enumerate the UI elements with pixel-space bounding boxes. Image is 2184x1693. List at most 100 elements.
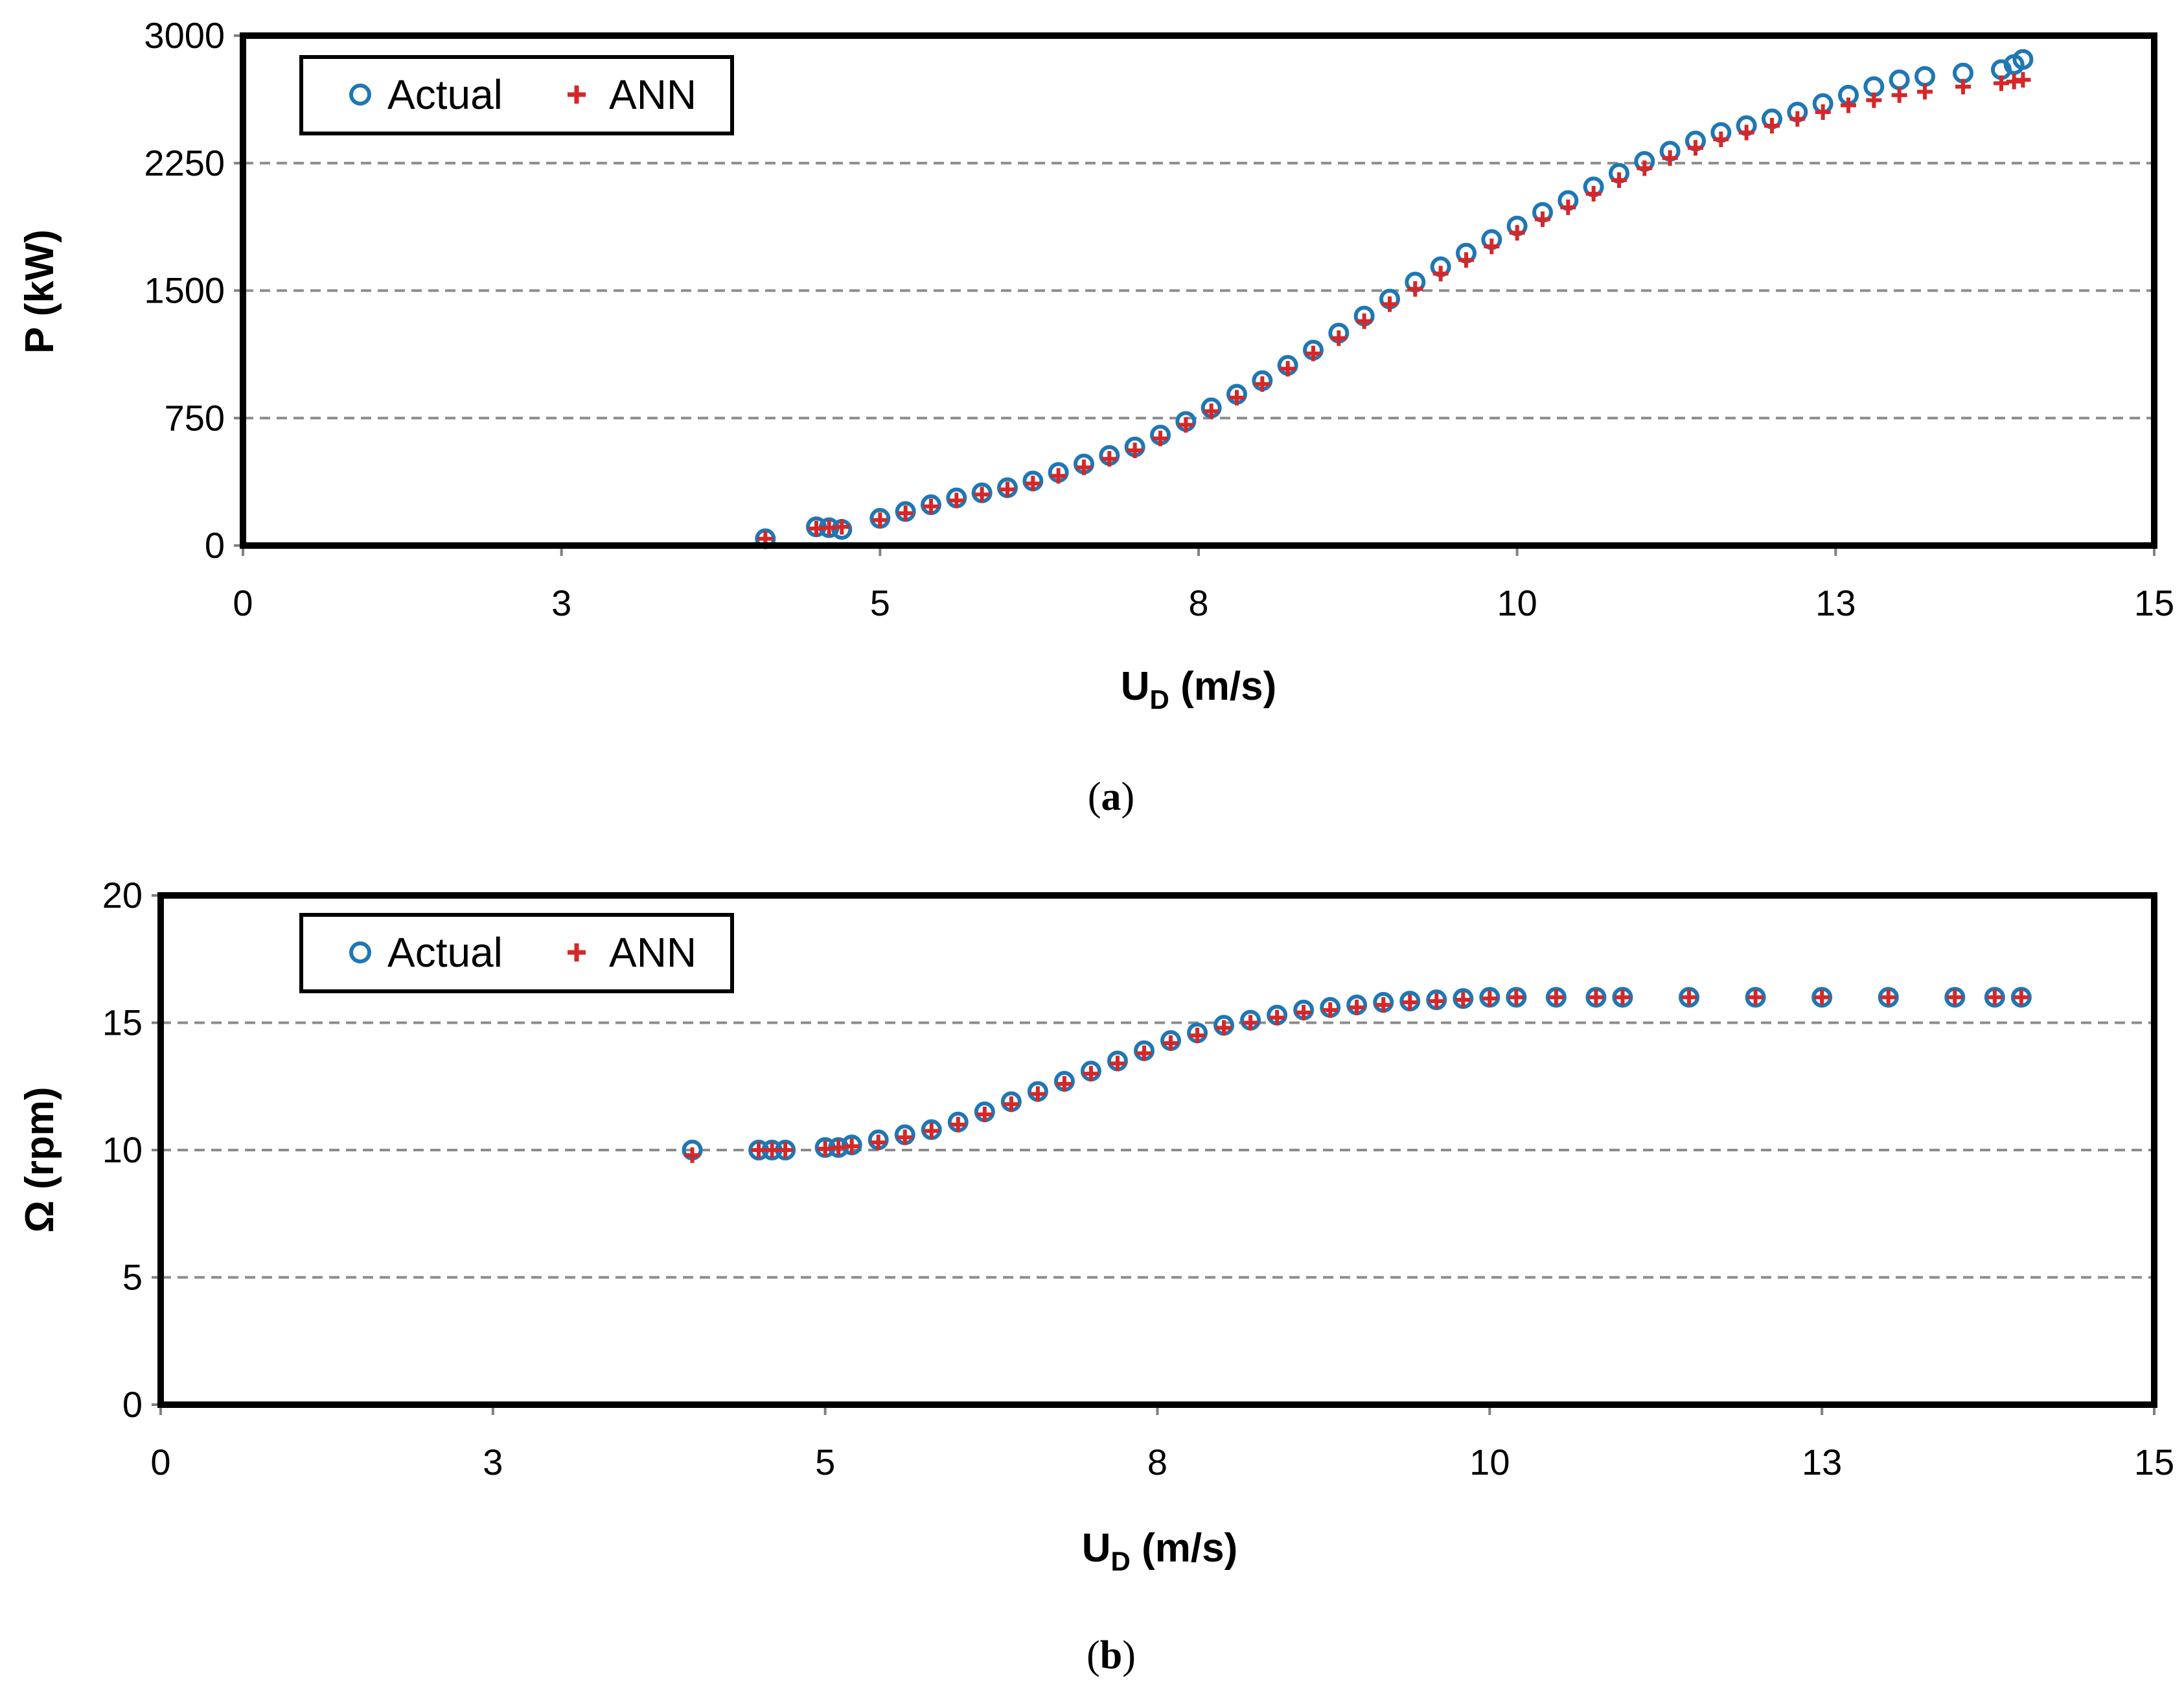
ann-point [1280,361,1296,377]
x-tick-label: 8 [1188,582,1208,623]
ann-point [1688,140,1703,156]
ann-point [1101,451,1118,467]
ann-point [1296,1004,1312,1020]
panel-caption-b: (b) [1086,1633,1136,1677]
caption-letter: a [1101,775,1121,819]
x-axis-title-main: U [1082,1526,1111,1571]
ann-point [1178,417,1194,433]
ann-point [1814,989,1830,1006]
ann-point [1455,992,1471,1008]
x-axis-title: UD (m/s) [1082,1526,1237,1576]
y-axis-title: P (kW) [17,229,62,354]
ann-point [1662,150,1678,166]
axis-ticks: 0 5 10 15 20 0 3 5 8 10 13 15 [102,875,2174,1482]
y-tick-label: 750 [165,397,225,438]
ann-point [1000,481,1015,498]
ann-point [1136,1045,1152,1061]
x-tick-label: 15 [2134,582,2174,623]
ann-point [1432,266,1449,282]
ann-point [844,1138,860,1155]
ann-point [1356,313,1372,329]
x-tick-label: 3 [551,582,571,623]
x-tick-label: 0 [150,1442,170,1482]
plot-area-border [157,892,2157,1408]
x-tick-label: 0 [233,582,253,623]
caption-open-paren: ( [1086,1633,1100,1677]
y-axis-title: Ω (rpm) [17,1087,62,1232]
x-tick-label: 3 [483,1442,503,1482]
ann-point [1190,1028,1206,1044]
x-tick-label: 5 [815,1442,835,1482]
gridlines [243,161,2154,420]
ann-point [1269,1009,1285,1026]
x-tick-label: 13 [1802,1442,1842,1482]
caption-close-paren: ) [1122,1633,1136,1677]
x-tick-label: 10 [1469,1442,1510,1482]
ann-point [1127,443,1143,459]
ann-point [1560,199,1576,215]
x-axis-title-main: U [1121,664,1150,709]
ann-point [1548,989,1564,1006]
ann-point [1509,225,1525,241]
actual-point [1506,987,1527,1008]
ann-point [1163,1035,1179,1051]
ann-point [923,1123,939,1139]
caption-close-paren: ) [1121,775,1135,819]
actual-point [1585,987,1607,1008]
actual-point [1679,987,1700,1008]
ann-point [872,512,888,528]
actual-point [1811,987,1833,1008]
ann-point [870,1134,886,1151]
y-tick-label: 5 [122,1257,143,1298]
actual-point [1889,69,1910,91]
x-tick-label: 15 [2134,1442,2174,1482]
legend-label-actual: Actual [387,929,503,976]
legend-marker-ann [568,86,586,104]
x-axis-title-units: (m/s) [1169,664,1276,709]
y-tick-label: 1500 [144,270,225,311]
ann-point [1815,104,1831,121]
ann-point [1050,468,1066,484]
ann-point [1986,989,2003,1006]
chart-panel-b: 0 5 10 15 20 0 3 5 8 10 13 15 Actual ANN Ω (rpm) UD… [17,875,2174,1677]
ann-point [1535,211,1550,227]
ann-point [831,1140,847,1156]
y-tick-label: 3000 [144,15,225,56]
ann-point [834,519,850,535]
caption-letter: b [1100,1633,1122,1677]
legend-label-ann: ANN [609,929,696,976]
legend-marker-ann [568,943,586,962]
ann-point [923,498,939,514]
ann-point [1917,84,1933,100]
ann-point [751,1142,767,1158]
panel-caption-a: (a) [1088,775,1134,819]
plot-area-border [240,32,2157,549]
actual-point [1545,987,1567,1008]
ann-point [1025,476,1041,492]
x-axis-title: UD (m/s) [1121,664,1276,715]
x-axis-title-subscript: D [1150,684,1169,715]
legend-box [299,55,734,135]
x-axis-title-subscript: D [1111,1546,1131,1576]
legend-label-actual: Actual [387,71,503,118]
ann-point [1109,1055,1125,1072]
ann-point [1738,124,1754,141]
ann-point [1331,330,1347,346]
ann-point [1402,995,1418,1011]
legend-marker-actual [349,84,371,106]
ann-point [1764,118,1780,134]
ann-point [1866,92,1882,108]
ann-point [897,505,914,522]
caption-open-paren: ( [1088,775,1101,819]
ann-point [950,1116,966,1133]
ann-point [1789,111,1806,127]
ann-point [1056,1076,1072,1092]
ann-point [1637,160,1653,176]
x-tick-label: 5 [870,582,890,623]
ann-point [1508,989,1524,1006]
ann-point [1458,252,1474,268]
ann-point [1747,989,1764,1006]
legend-label-ann: ANN [609,71,696,118]
ann-point [1611,172,1627,188]
